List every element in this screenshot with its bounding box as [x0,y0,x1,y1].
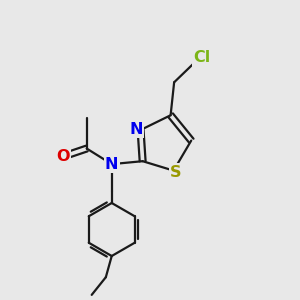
Text: Cl: Cl [193,50,210,65]
Text: N: N [105,157,119,172]
Text: N: N [129,122,143,136]
Text: O: O [56,149,70,164]
Text: S: S [170,165,182,180]
